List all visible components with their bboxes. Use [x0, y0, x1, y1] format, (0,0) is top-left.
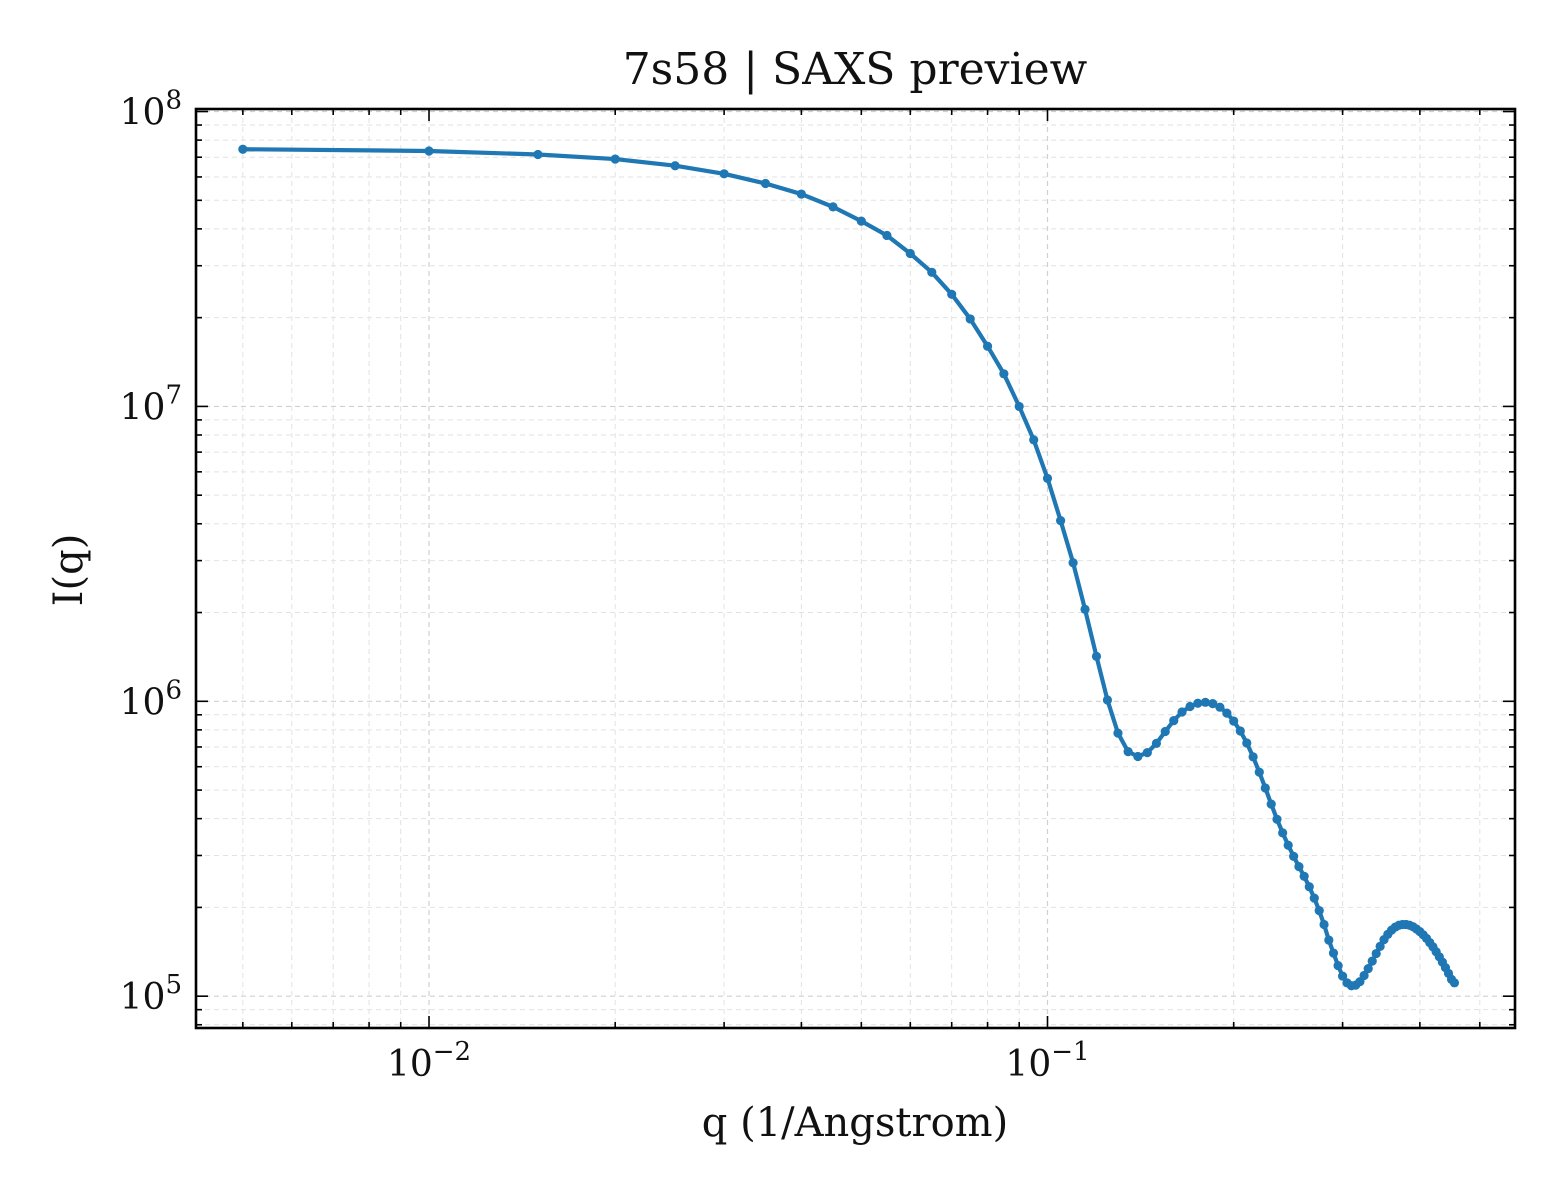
data-point — [1319, 919, 1329, 930]
data-point — [1200, 697, 1210, 707]
data-point — [1283, 840, 1293, 850]
data-point — [1177, 707, 1187, 717]
data-point — [670, 161, 680, 171]
data-point — [1359, 970, 1369, 981]
data-point — [1294, 862, 1304, 872]
y-tick-label: 108 — [120, 86, 182, 134]
data-point — [760, 178, 771, 189]
data-point — [1304, 882, 1314, 892]
data-point — [1289, 851, 1299, 861]
y-tick-label: 107 — [120, 380, 182, 428]
data-point — [1014, 401, 1024, 412]
data-point — [1266, 799, 1276, 809]
data-point — [1324, 935, 1334, 945]
data-point — [1333, 960, 1343, 971]
data-point — [1208, 699, 1218, 709]
data-point — [1235, 726, 1245, 736]
data-point — [999, 369, 1009, 379]
data-point — [1056, 516, 1066, 526]
data-point — [1151, 738, 1162, 748]
data-point — [1185, 701, 1195, 712]
data-point — [1309, 893, 1319, 903]
data-point — [1337, 971, 1348, 981]
data-point — [1133, 751, 1143, 762]
data-point — [1193, 698, 1203, 708]
data-point — [1375, 941, 1385, 952]
data-point — [982, 341, 993, 351]
data-point — [533, 149, 543, 160]
data-point — [1363, 964, 1373, 974]
data-point — [1042, 473, 1053, 484]
data-point — [610, 154, 620, 164]
y-tick-label: 106 — [120, 675, 182, 723]
data-point — [1215, 702, 1225, 712]
data-point — [1102, 695, 1113, 705]
data-point — [828, 202, 838, 212]
data-point — [1328, 948, 1339, 958]
data-point — [1299, 871, 1309, 881]
data-point — [927, 267, 937, 277]
data-point — [1029, 435, 1039, 445]
data-point — [1113, 728, 1123, 738]
data-point — [1314, 906, 1324, 916]
series-layer — [238, 144, 1460, 991]
x-axis-label: q (1/Angstrom) — [702, 1100, 1008, 1146]
chart-title: 7s58 | SAXS preview — [623, 44, 1088, 95]
data-point — [1248, 752, 1258, 762]
data-point — [1160, 726, 1170, 737]
data-point — [856, 216, 866, 226]
data-point — [1091, 651, 1102, 661]
grid-layer — [196, 109, 1515, 1028]
data-point — [1254, 767, 1264, 777]
x-tick-label: 10−2 — [387, 1037, 471, 1085]
y-axis-label: I(q) — [46, 534, 92, 607]
data-point — [965, 314, 975, 324]
x-tick-label: 10−1 — [1005, 1037, 1089, 1085]
data-point — [424, 146, 434, 156]
data-point — [882, 230, 892, 241]
data-point — [1169, 716, 1179, 726]
data-point — [905, 248, 915, 259]
data-point — [1080, 604, 1090, 614]
tick-layer: 10−2 10−1 105 106 107 108 — [120, 86, 1515, 1085]
data-point — [1371, 948, 1381, 959]
data-point — [1123, 747, 1133, 757]
data-point — [1142, 747, 1152, 758]
data-point — [1229, 716, 1239, 726]
y-tick-label: 105 — [120, 970, 182, 1018]
data-point — [1278, 828, 1288, 838]
plot-frame — [194, 107, 1517, 1030]
data-point — [719, 169, 729, 179]
data-point — [238, 144, 248, 154]
data-point — [1068, 558, 1078, 568]
data-point — [1449, 978, 1460, 988]
data-point — [1242, 738, 1252, 748]
data-point — [796, 189, 806, 199]
frame-layer — [194, 107, 1517, 1030]
data-point — [1260, 783, 1270, 793]
data-point — [947, 289, 957, 299]
data-point — [1367, 956, 1377, 966]
data-point — [1222, 708, 1232, 718]
data-point — [1272, 814, 1282, 824]
